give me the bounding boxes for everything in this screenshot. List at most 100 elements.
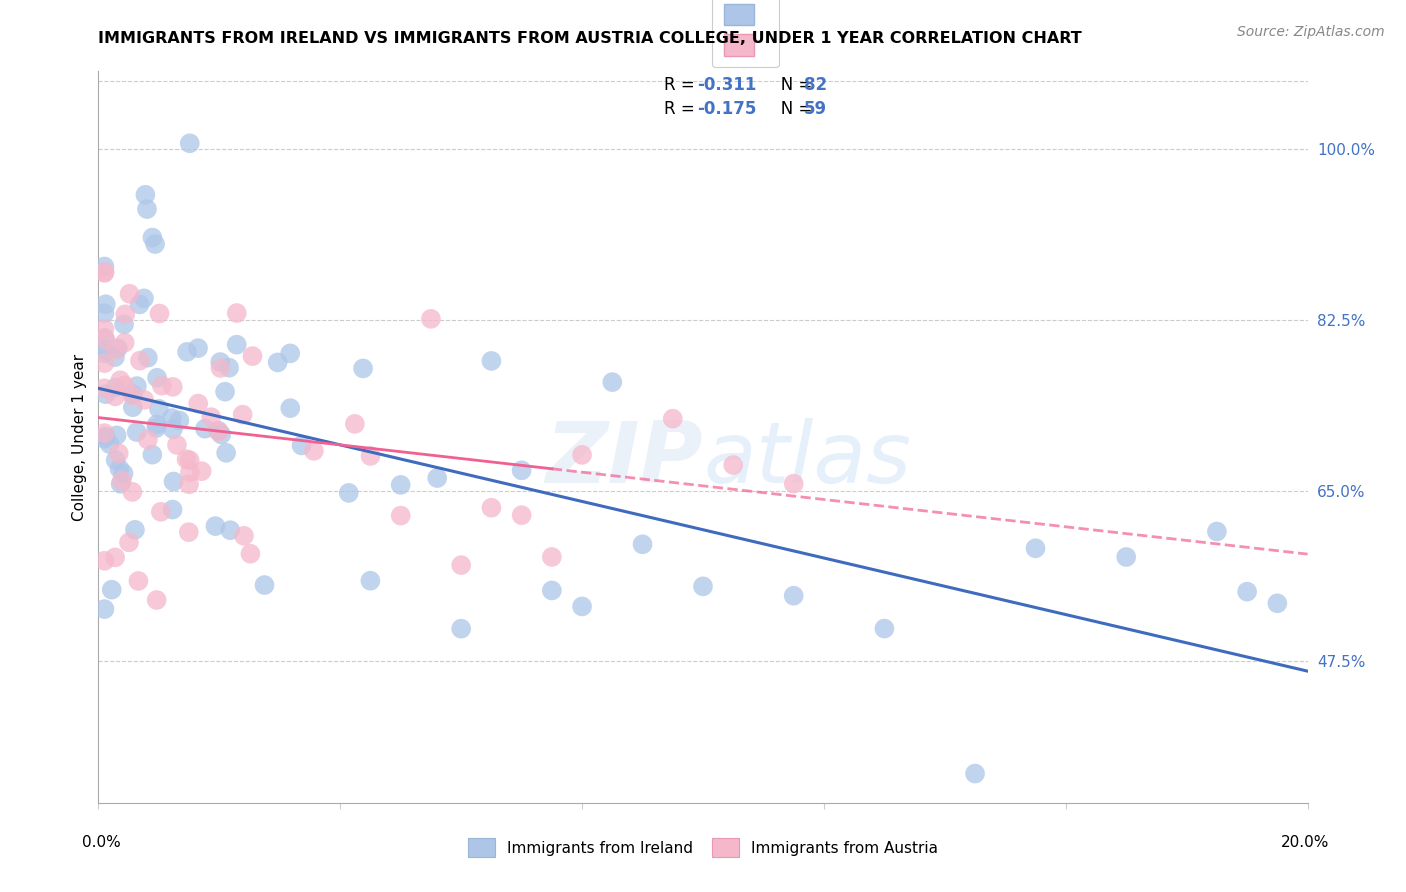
Point	[118, 286, 141, 301]
Text: R =: R =	[664, 100, 700, 118]
Point	[124, 523, 146, 537]
Text: N =: N =	[765, 76, 817, 94]
Text: ZIP: ZIP	[546, 417, 703, 500]
Point	[278, 346, 301, 360]
Point	[166, 438, 188, 452]
Point	[510, 508, 533, 523]
Point	[114, 307, 136, 321]
Point	[141, 448, 163, 462]
Point	[176, 452, 198, 467]
Point	[93, 554, 115, 568]
Point	[450, 558, 472, 573]
Point	[723, 458, 745, 472]
Point	[302, 443, 325, 458]
Point	[104, 389, 127, 403]
Point	[112, 318, 135, 332]
Point	[1267, 596, 1289, 610]
Point	[94, 333, 117, 347]
Point	[129, 353, 152, 368]
Point	[125, 379, 148, 393]
Text: 0.0%: 0.0%	[82, 836, 121, 850]
Point	[93, 381, 115, 395]
Point	[179, 466, 201, 480]
Point	[93, 346, 115, 360]
Point	[225, 306, 247, 320]
Point	[148, 306, 170, 320]
Point	[481, 500, 503, 515]
Point	[602, 375, 624, 389]
Point	[104, 453, 127, 467]
Text: atlas: atlas	[703, 417, 911, 500]
Point	[209, 361, 232, 376]
Point	[214, 384, 236, 399]
Point	[1115, 549, 1137, 564]
Point	[114, 378, 136, 392]
Point	[110, 476, 132, 491]
Point	[93, 265, 115, 279]
Point	[121, 484, 143, 499]
Legend: Immigrants from Ireland, Immigrants from Austria: Immigrants from Ireland, Immigrants from…	[460, 830, 946, 864]
Point	[93, 331, 115, 345]
Point	[104, 380, 127, 394]
Point	[661, 411, 683, 425]
Point	[150, 378, 173, 392]
Point	[136, 202, 159, 216]
Text: -0.175: -0.175	[697, 100, 756, 118]
Text: N =: N =	[765, 100, 817, 118]
Point	[104, 550, 127, 565]
Point	[162, 422, 184, 436]
Point	[105, 428, 128, 442]
Text: IMMIGRANTS FROM IRELAND VS IMMIGRANTS FROM AUSTRIA COLLEGE, UNDER 1 YEAR CORRELA: IMMIGRANTS FROM IRELAND VS IMMIGRANTS FR…	[98, 31, 1083, 46]
Point	[145, 593, 167, 607]
Point	[692, 579, 714, 593]
Text: R =: R =	[664, 76, 700, 94]
Point	[242, 349, 264, 363]
Point	[1024, 541, 1046, 556]
Point	[112, 467, 135, 481]
Point	[176, 344, 198, 359]
Point	[132, 291, 155, 305]
Point	[114, 335, 136, 350]
Point	[134, 392, 156, 407]
Point	[225, 337, 247, 351]
Point	[146, 371, 169, 385]
Point	[631, 537, 654, 551]
Text: 20.0%: 20.0%	[1281, 836, 1329, 850]
Point	[207, 425, 229, 439]
Point	[389, 478, 412, 492]
Point	[93, 322, 115, 336]
Point	[232, 408, 254, 422]
Point	[100, 582, 122, 597]
Point	[111, 474, 134, 488]
Point	[107, 341, 129, 355]
Point	[194, 422, 217, 436]
Point	[105, 343, 128, 357]
Text: Source: ZipAtlas.com: Source: ZipAtlas.com	[1237, 25, 1385, 39]
Point	[94, 297, 117, 311]
Point	[218, 360, 240, 375]
Point	[110, 373, 132, 387]
Point	[233, 529, 256, 543]
Point	[209, 355, 232, 369]
Point	[177, 525, 200, 540]
Text: 82: 82	[804, 76, 827, 94]
Text: 59: 59	[804, 100, 827, 118]
Point	[1206, 524, 1229, 539]
Point	[239, 547, 262, 561]
Point	[121, 387, 143, 401]
Point	[1236, 584, 1258, 599]
Point	[160, 411, 183, 425]
Point	[420, 311, 443, 326]
Point	[352, 361, 374, 376]
Point	[540, 583, 562, 598]
Point	[179, 136, 201, 151]
Point	[141, 230, 163, 244]
Point	[204, 519, 226, 533]
Point	[200, 410, 222, 425]
Point	[278, 401, 301, 416]
Point	[360, 449, 382, 463]
Point	[290, 438, 312, 452]
Point	[219, 523, 242, 537]
Point	[343, 417, 366, 431]
Point	[253, 578, 276, 592]
